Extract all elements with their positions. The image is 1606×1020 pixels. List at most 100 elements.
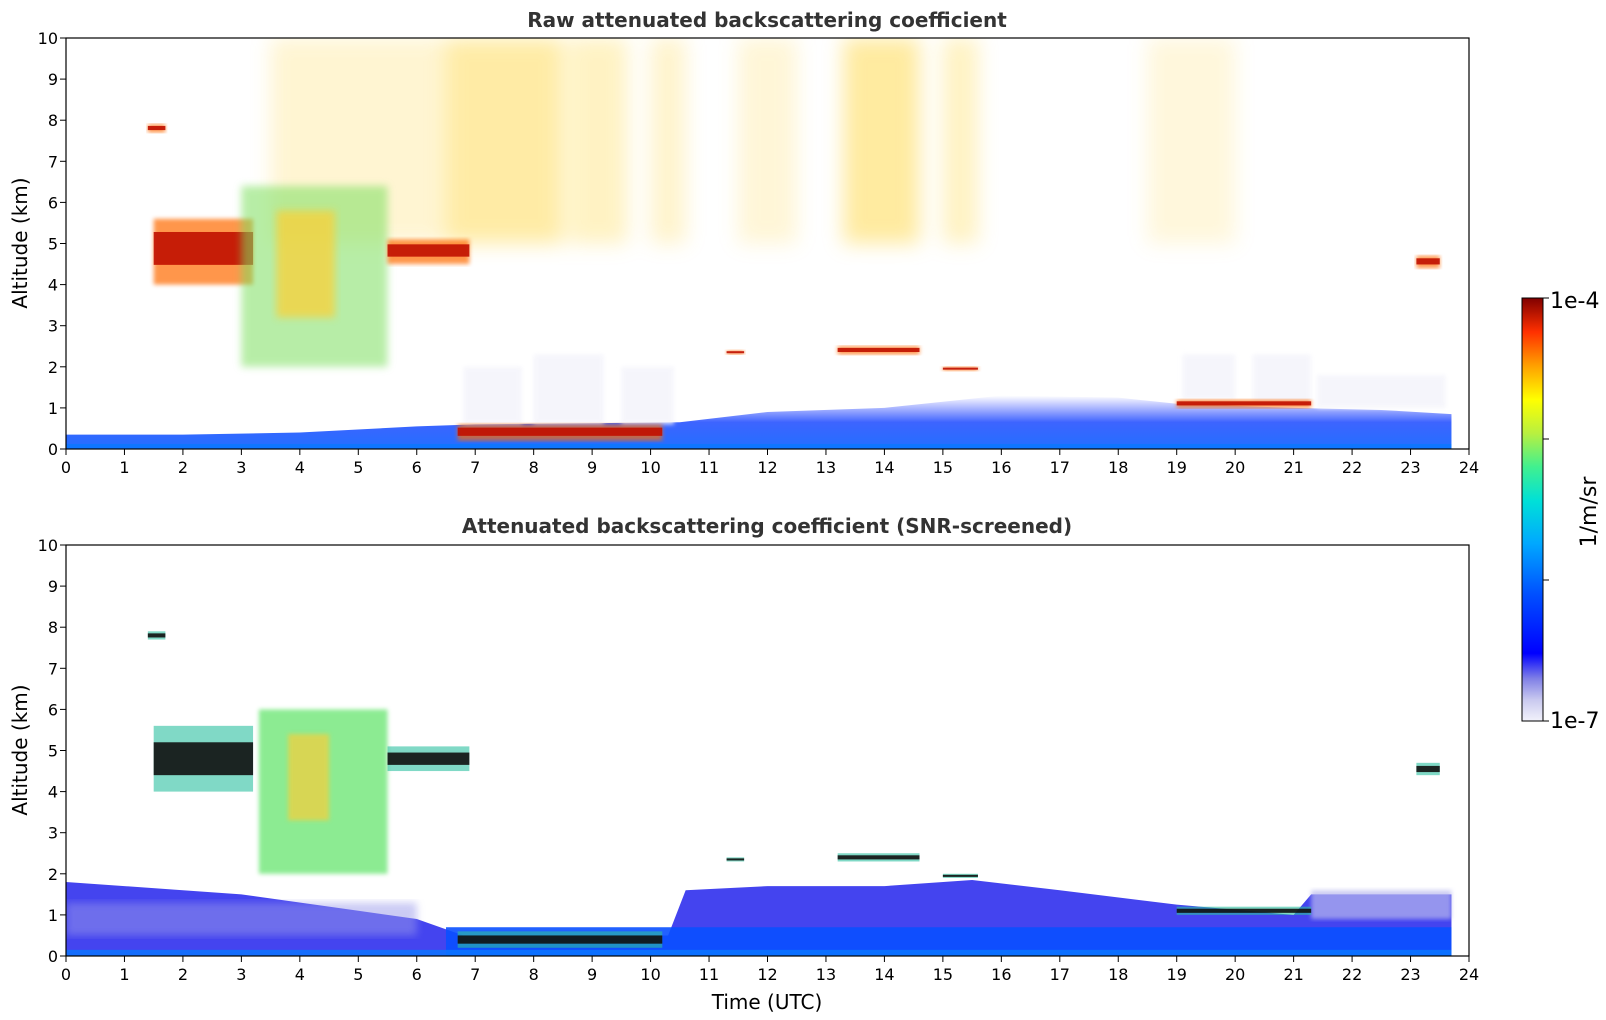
screened-panel: Attenuated backscattering coefficient (S…: [8, 514, 1479, 1014]
x-tick-label: 16: [991, 965, 1011, 984]
y-tick-label: 0: [48, 947, 58, 966]
y-tick-label: 3: [48, 317, 58, 336]
raw-heatmap: [66, 38, 1452, 449]
x-tick-label: 9: [587, 458, 597, 477]
y-tick-label: 9: [48, 70, 58, 89]
x-tick-label: 2: [178, 965, 188, 984]
y-tick-label: 8: [48, 111, 58, 130]
x-tick-label: 11: [699, 458, 719, 477]
x-tick-label: 6: [412, 458, 422, 477]
screened-cloud-feature: [726, 857, 745, 862]
colorbar-unit-label: 1/m/sr: [1577, 476, 1602, 548]
colorbar: 1e-4 1e-7 1/m/sr: [1521, 289, 1602, 734]
x-tick-label: 14: [874, 965, 894, 984]
screened-cloud-feature: [258, 709, 388, 874]
x-tick-label: 15: [933, 458, 953, 477]
x-tick-label: 11: [699, 965, 719, 984]
x-tick-label: 21: [1283, 965, 1303, 984]
y-tick-label: 7: [48, 659, 58, 678]
x-tick-label: 18: [1108, 458, 1128, 477]
x-tick-label: 12: [757, 458, 777, 477]
x-tick-label: 4: [295, 965, 305, 984]
y-tick-label: 5: [48, 235, 58, 254]
y-tick-label: 1: [48, 906, 58, 925]
cloud-feature: [241, 185, 388, 367]
y-tick-label: 6: [48, 700, 58, 719]
screened-cloud-feature: [837, 853, 920, 862]
y-tick-label: 2: [48, 358, 58, 377]
x-tick-label: 4: [295, 458, 305, 477]
x-tick-label: 6: [412, 965, 422, 984]
y-tick-label: 7: [48, 152, 58, 171]
x-tick-label: 23: [1400, 965, 1420, 984]
raw-panel-title: Raw attenuated backscattering coefficien…: [527, 8, 1007, 32]
x-tick-label: 20: [1225, 458, 1245, 477]
cloud-feature: [942, 366, 978, 371]
raw-y-axis-label: Altitude (km): [8, 177, 32, 308]
x-tick-label: 14: [874, 458, 894, 477]
low-signal-region: [1182, 354, 1236, 400]
cloud-feature: [153, 218, 254, 285]
x-tick-label: 3: [236, 458, 246, 477]
colorbar-min-label: 1e-7: [1550, 709, 1599, 734]
x-tick-label: 16: [991, 458, 1011, 477]
y-tick-label: 10: [38, 29, 58, 48]
x-tick-label: 24: [1459, 458, 1479, 477]
noise-column: [650, 38, 686, 244]
x-tick-label: 10: [640, 965, 660, 984]
y-tick-label: 4: [48, 783, 58, 802]
x-tick-label: 0: [61, 458, 71, 477]
x-tick-label: 5: [353, 965, 363, 984]
x-tick-label: 24: [1459, 965, 1479, 984]
cloud-feature: [457, 424, 663, 441]
low-signal-region: [1252, 354, 1312, 404]
low-signal-region: [463, 366, 522, 425]
colorbar-max-label: 1e-4: [1550, 289, 1599, 314]
cloud-feature: [837, 346, 920, 355]
screened-heatmap: [66, 631, 1452, 956]
y-tick-label: 9: [48, 577, 58, 596]
x-tick-label: 19: [1167, 458, 1187, 477]
low-signal-region: [533, 354, 604, 425]
y-tick-label: 10: [38, 536, 58, 555]
low-signal-region: [621, 366, 674, 425]
noise-column: [738, 38, 797, 244]
x-tick-label: 21: [1283, 458, 1303, 477]
x-tick-label: 17: [1050, 458, 1070, 477]
x-tick-label: 13: [816, 458, 836, 477]
cloud-feature: [1176, 399, 1312, 408]
colorbar-gradient: [1521, 297, 1544, 722]
x-tick-label: 2: [178, 458, 188, 477]
screened-cloud-feature: [1176, 906, 1312, 915]
low-signal-region: [1317, 375, 1446, 408]
x-tick-label: 19: [1167, 965, 1187, 984]
cloud-feature: [1416, 255, 1440, 269]
screened-cloud-feature: [457, 931, 663, 948]
screened-panel-title: Attenuated backscattering coefficient (S…: [462, 514, 1072, 538]
x-tick-label: 5: [353, 458, 363, 477]
x-tick-label: 7: [470, 965, 480, 984]
raw-panel: Raw attenuated backscattering coefficien…: [8, 8, 1479, 477]
x-tick-label: 3: [236, 965, 246, 984]
y-tick-label: 1: [48, 399, 58, 418]
boundary-layer: [66, 395, 1452, 449]
cloud-feature: [147, 124, 166, 133]
x-tick-label: 12: [757, 965, 777, 984]
x-tick-label: 10: [640, 458, 660, 477]
y-tick-label: 8: [48, 618, 58, 637]
screened-cloud-feature: [942, 873, 978, 878]
y-tick-label: 3: [48, 824, 58, 843]
y-tick-label: 4: [48, 276, 58, 295]
x-tick-label: 22: [1342, 965, 1362, 984]
screened-cloud-feature: [387, 746, 470, 772]
cloud-feature: [387, 239, 470, 265]
y-tick-label: 0: [48, 440, 58, 459]
x-tick-label: 20: [1225, 965, 1245, 984]
x-tick-label: 8: [529, 965, 539, 984]
x-tick-label: 18: [1108, 965, 1128, 984]
screened-boundary-layer: [66, 879, 1452, 956]
x-axis-label: Time (UTC): [711, 990, 823, 1014]
noise-column: [445, 38, 563, 244]
screened-cloud-feature: [1416, 762, 1440, 776]
x-tick-label: 1: [119, 458, 129, 477]
